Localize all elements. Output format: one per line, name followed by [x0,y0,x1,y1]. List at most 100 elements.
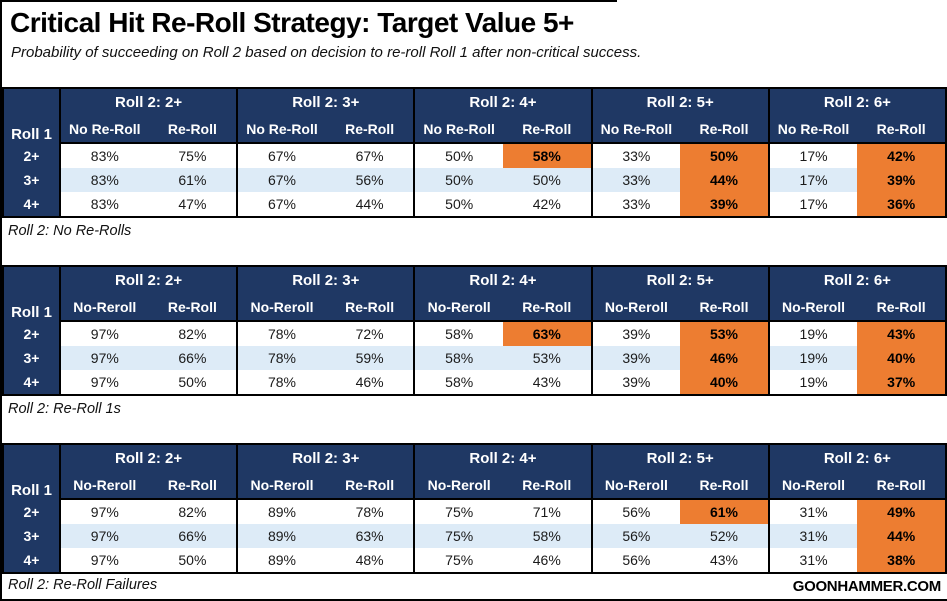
probability-table: Roll 1 Roll 2: 2+ Roll 2: 3+ Roll 2: 4+ Roll… [2,87,947,218]
probability-cell: 50% [148,548,238,573]
table-row: 4+ 83% 47% 67% 44% 50% 42% 33% 39% 17% 36% [3,192,946,217]
probability-cell: 46% [680,346,769,370]
row-label: 3+ [3,346,60,370]
sub-col-header: No-Reroll [767,294,858,321]
probability-cell: 39% [590,370,681,395]
probability-cell: 38% [857,548,946,573]
probability-cell: 46% [325,370,415,395]
probability-cell: 58% [413,370,503,395]
probability-cell: 58% [502,524,592,548]
probability-cell: 43% [680,548,769,573]
probability-cell: 44% [325,192,415,217]
probability-cell: 56% [590,524,681,548]
probability-cell: 53% [680,320,769,346]
sub-col-header: No-Reroll [59,472,149,499]
row-header-label: Roll 1 [3,444,60,499]
probability-cell: 39% [680,192,769,217]
probability-cell: 67% [236,168,326,192]
table-row: 3+ 97% 66% 89% 63% 75% 58% 56% 52% 31% 44% [3,524,946,548]
sub-col-header: No Re-Roll [590,116,681,143]
probability-cell: 46% [502,548,592,573]
col-group-header: Roll 2: 3+ [236,88,415,116]
probability-cell: 36% [857,192,946,217]
sub-col-header: Re-Roll [857,472,946,499]
probability-cell: 56% [325,168,415,192]
table-row: 4+ 97% 50% 89% 48% 75% 46% 56% 43% 31% 38% [3,548,946,573]
sub-col-header: No Re-Roll [767,116,858,143]
probability-cell: 43% [857,320,946,346]
probability-cell: 75% [148,142,238,168]
col-group-header: Roll 2: 6+ [767,266,946,294]
col-group-header: Roll 2: 2+ [58,444,238,472]
probability-cell: 75% [413,498,503,524]
probability-cell: 44% [857,524,946,548]
probability-cell: 59% [325,346,415,370]
probability-cell: 63% [502,320,592,346]
probability-cell: 43% [502,370,592,395]
sub-col-header: No-Reroll [236,472,326,499]
probability-cell: 97% [59,320,149,346]
row-label: 4+ [3,548,60,573]
table-reroll-1s: Roll 1 Roll 2: 2+ Roll 2: 3+ Roll 2: 4+ Roll… [2,265,947,396]
probability-cell: 52% [680,524,769,548]
probability-cell: 61% [148,168,238,192]
col-group-header: Roll 2: 4+ [413,266,592,294]
sub-col-header: No-Reroll [413,294,503,321]
probability-cell: 50% [413,192,503,217]
probability-cell: 97% [59,524,149,548]
probability-cell: 83% [59,168,149,192]
sub-col-header: Re-Roll [857,116,946,143]
sub-col-header: Re-Roll [502,116,592,143]
probability-cell: 58% [413,320,503,346]
probability-cell: 40% [857,346,946,370]
probability-cell: 50% [502,168,592,192]
probability-table: Roll 1 Roll 2: 2+ Roll 2: 3+ Roll 2: 4+ Roll… [2,443,947,574]
page-subtitle: Probability of succeeding on Roll 2 base… [11,44,642,61]
probability-cell: 97% [59,498,149,524]
top-border-rule [2,0,617,2]
probability-cell: 50% [680,142,769,168]
probability-cell: 83% [59,192,149,217]
probability-cell: 82% [148,498,238,524]
row-label: 2+ [3,143,60,168]
probability-cell: 67% [236,192,326,217]
probability-cell: 44% [680,168,769,192]
probability-cell: 48% [325,548,415,573]
probability-cell: 17% [767,192,858,217]
sub-col-header: No-Reroll [590,294,681,321]
probability-table: Roll 1 Roll 2: 2+ Roll 2: 3+ Roll 2: 4+ Roll… [2,265,947,396]
table-row: 2+ 97% 82% 89% 78% 75% 71% 56% 61% 31% 49% [3,498,946,524]
col-group-header: Roll 2: 5+ [590,88,769,116]
probability-cell: 50% [413,142,503,168]
probability-cell: 66% [148,346,238,370]
probability-cell: 19% [767,346,858,370]
probability-cell: 49% [857,498,946,524]
row-header-label: Roll 1 [3,88,60,143]
sub-col-header: Re-Roll [148,116,238,143]
sub-col-header: Re-Roll [680,472,769,499]
probability-cell: 53% [502,346,592,370]
probability-cell: 42% [857,142,946,168]
probability-cell: 39% [590,346,681,370]
col-group-header: Roll 2: 6+ [767,444,946,472]
probability-cell: 67% [236,142,326,168]
probability-cell: 33% [590,192,681,217]
probability-cell: 71% [502,498,592,524]
sub-col-header: Re-Roll [680,294,769,321]
sub-col-header: No-Reroll [236,294,326,321]
probability-cell: 75% [413,548,503,573]
probability-cell: 19% [767,320,858,346]
sub-col-header: Re-Roll [680,116,769,143]
table-row: 3+ 97% 66% 78% 59% 58% 53% 39% 46% 19% 40% [3,346,946,370]
page-title: Critical Hit Re-Roll Strategy: Target Va… [10,7,574,38]
sub-col-header: No-Reroll [59,294,149,321]
col-group-header: Roll 2: 4+ [413,88,592,116]
probability-cell: 39% [857,168,946,192]
sub-col-header: Re-Roll [502,294,592,321]
probability-cell: 31% [767,524,858,548]
col-group-header: Roll 2: 2+ [58,266,238,294]
row-label: 3+ [3,168,60,192]
table-no-rerolls: Roll 1 Roll 2: 2+ Roll 2: 3+ Roll 2: 4+ Roll… [2,87,947,218]
brand-goonhammer: GOONHAMMER.COM [792,578,942,595]
